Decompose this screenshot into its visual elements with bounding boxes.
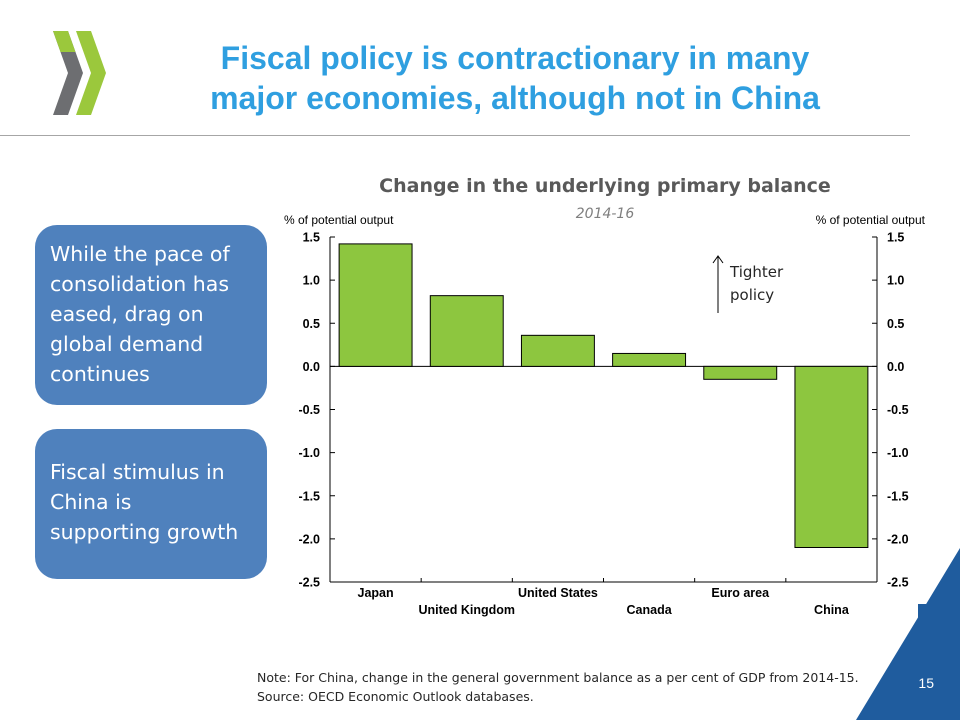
oecd-chevrons-logo-icon xyxy=(53,31,106,115)
y-axis-label-left: % of potential output xyxy=(284,213,394,227)
bar-united-states xyxy=(520,334,595,367)
bar-china xyxy=(794,365,869,548)
y-tick-label-right: 0.0 xyxy=(887,360,904,374)
y-tick-label-left: 1.0 xyxy=(303,274,320,288)
y-tick-label-right: -0.5 xyxy=(887,403,909,417)
bar-united-kingdom xyxy=(429,295,504,367)
x-tick-label: United States xyxy=(518,586,598,600)
bar-euro-area xyxy=(703,365,778,380)
y-tick-label-left: 0.5 xyxy=(303,317,320,331)
x-tick-label: China xyxy=(814,603,850,617)
callout-line: eased, drag on xyxy=(50,302,204,326)
callout-consolidation: While the pace of consolidation has ease… xyxy=(35,225,267,405)
annotation-line-1: Tighter xyxy=(729,263,784,281)
y-tick-label-right: 0.5 xyxy=(887,317,904,331)
bar-japan xyxy=(338,243,413,367)
title-divider xyxy=(0,135,910,136)
y-tick-label-left: -2.5 xyxy=(298,576,320,590)
callout-line: global demand xyxy=(50,332,204,356)
y-tick-label-right: -1.0 xyxy=(887,446,909,460)
bar-canada xyxy=(612,352,687,367)
callout-line: consolidation has xyxy=(50,272,230,296)
annotation-line-2: policy xyxy=(730,286,774,304)
callout-line: continues xyxy=(50,362,150,386)
x-tick-label: Canada xyxy=(627,603,673,617)
x-tick-label: Japan xyxy=(358,586,394,600)
callout-line: Fiscal stimulus in xyxy=(50,460,225,484)
chart-subtitle: 2014-16 xyxy=(575,206,635,222)
slide-title-line-1: Fiscal policy is contractionary in many xyxy=(220,40,810,76)
callout-china-stimulus: Fiscal stimulus in China is supporting g… xyxy=(35,429,267,579)
callout-line: China is xyxy=(50,490,132,514)
callout-line: While the pace of xyxy=(50,242,230,266)
y-tick-label-left: -1.5 xyxy=(298,489,320,503)
note-line: Note: For China, change in the general g… xyxy=(257,670,859,685)
slide-title-line-2: major economies, although not in China xyxy=(210,80,820,116)
y-axis-label-right: % of potential output xyxy=(816,213,926,227)
y-tick-label-right: 1.0 xyxy=(887,274,904,288)
slide-title: Fiscal policy is contractionary in many … xyxy=(150,38,880,118)
chart-note: Note: For China, change in the general g… xyxy=(257,668,897,706)
bar-chart: % of potential output % of potential outp… xyxy=(284,213,926,617)
y-tick-label-left: 1.5 xyxy=(303,231,320,245)
y-tick-label-right: 1.5 xyxy=(887,231,904,245)
page-number: 15 xyxy=(918,675,934,691)
y-tick-label-left: -2.0 xyxy=(298,532,320,546)
callout-line: supporting growth xyxy=(50,520,239,544)
y-tick-label-right: -2.5 xyxy=(887,576,909,590)
chart-title: Change in the underlying primary balance xyxy=(379,175,831,197)
y-tick-label-right: -2.0 xyxy=(887,532,909,546)
x-tick-label: Euro area xyxy=(711,586,770,600)
y-tick-label-left: 0.0 xyxy=(303,360,320,374)
y-tick-label-left: -0.5 xyxy=(298,403,320,417)
source-line: Source: OECD Economic Outlook databases. xyxy=(257,689,534,704)
arrow-head-icon xyxy=(712,255,724,264)
x-tick-label: United Kingdom xyxy=(418,603,515,617)
y-tick-label-right: -1.5 xyxy=(887,489,909,503)
y-tick-label-left: -1.0 xyxy=(298,446,320,460)
